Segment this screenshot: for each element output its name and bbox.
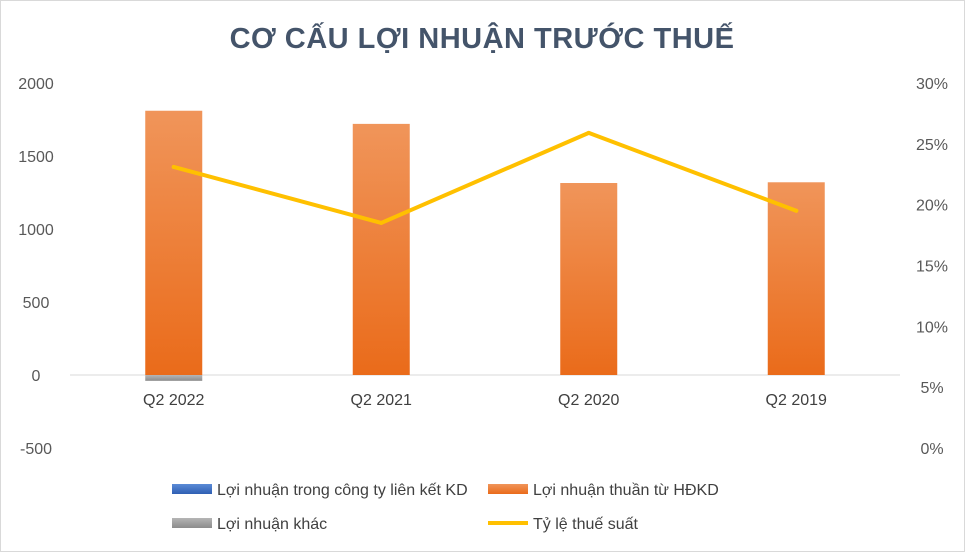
legend-swatch bbox=[172, 518, 212, 528]
bars-group bbox=[145, 110, 825, 381]
legend-swatch bbox=[172, 484, 212, 494]
y-right-tick-label: 10% bbox=[916, 319, 948, 336]
bar-lợi-nhuận-thuần-từ-hđkd-q2-2022 bbox=[145, 110, 203, 376]
legend-label: Tỷ lệ thuế suất bbox=[533, 516, 639, 533]
line-tax-rate bbox=[171, 130, 799, 225]
y-left-tick-label: 2000 bbox=[18, 76, 54, 93]
y-left-tick-label: 1000 bbox=[18, 222, 54, 239]
line-point-q2-2019 bbox=[794, 208, 799, 213]
y-right-tick-label: 25% bbox=[916, 137, 948, 154]
y-left-tick-label: 0 bbox=[32, 368, 41, 385]
y-left-tick-label: -500 bbox=[20, 441, 52, 458]
x-tick-label: Q2 2021 bbox=[351, 392, 412, 409]
bar-lợi-nhuận-khác-q2-2022 bbox=[145, 375, 203, 381]
legend-label: Lợi nhuận khác bbox=[217, 516, 327, 533]
line-point-q2-2022 bbox=[171, 164, 176, 169]
line-series-group bbox=[171, 130, 799, 225]
y-right-axis: 30% 25% 20% 15% 10% 5% 0% bbox=[916, 76, 948, 458]
y-right-tick-label: 15% bbox=[916, 259, 948, 276]
y-right-tick-label: 30% bbox=[916, 76, 948, 93]
bar-lợi-nhuận-thuần-từ-hđkd-q2-2019 bbox=[767, 182, 825, 375]
legend-label: Lợi nhuận trong công ty liên kết KD bbox=[217, 482, 468, 499]
y-left-tick-label: 1500 bbox=[18, 149, 54, 166]
y-right-tick-label: 20% bbox=[916, 198, 948, 215]
y-right-tick-label: 0% bbox=[920, 441, 943, 458]
line-point-q2-2020 bbox=[586, 130, 591, 135]
line-point-q2-2021 bbox=[379, 220, 384, 225]
bar-lợi-nhuận-thuần-từ-hđkd-q2-2021 bbox=[352, 123, 410, 375]
legend-label: Lợi nhuận thuần từ HĐKD bbox=[533, 482, 719, 499]
y-left-axis: 2000 1500 1000 500 0 -500 bbox=[18, 76, 54, 458]
x-tick-label: Q2 2022 bbox=[143, 392, 204, 409]
legend: Lợi nhuận trong công ty liên kết KD Lợi n… bbox=[172, 482, 719, 533]
y-right-tick-label: 5% bbox=[920, 380, 943, 397]
bar-lợi-nhuận-thuần-từ-hđkd-q2-2020 bbox=[560, 183, 618, 375]
chart-title: CƠ CẤU LỢI NHUẬN TRƯỚC THUẾ bbox=[230, 21, 735, 55]
legend-swatch bbox=[488, 484, 528, 494]
y-left-tick-label: 500 bbox=[23, 295, 50, 312]
x-axis: Q2 2022 Q2 2021 Q2 2020 Q2 2019 bbox=[143, 392, 827, 409]
x-tick-label: Q2 2019 bbox=[766, 392, 827, 409]
x-tick-label: Q2 2020 bbox=[558, 392, 619, 409]
